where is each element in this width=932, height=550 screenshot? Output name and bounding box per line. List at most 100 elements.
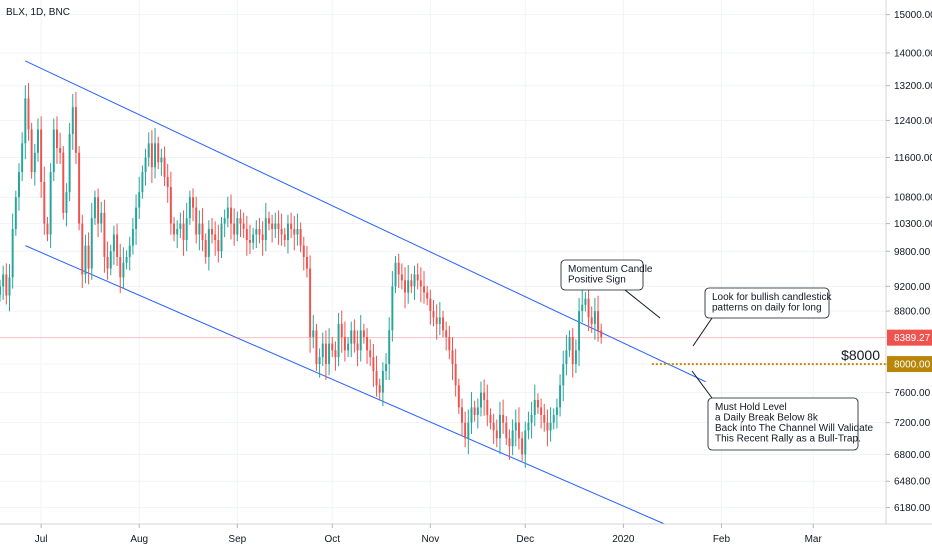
candle-body [508, 438, 511, 447]
candle [182, 210, 185, 256]
candle [160, 148, 163, 176]
x-tick-label: Sep [228, 534, 246, 545]
candle [138, 176, 141, 219]
candle [116, 223, 119, 266]
candle [30, 122, 33, 179]
candle [315, 323, 318, 371]
candle-body [236, 218, 239, 235]
candle [565, 334, 568, 376]
candle-body [255, 229, 258, 235]
candle-body [312, 330, 315, 337]
candle-body [112, 234, 115, 252]
y-tick-label: 9200.00 [894, 282, 931, 293]
candle [106, 241, 109, 280]
candle [112, 225, 115, 265]
candle [385, 353, 388, 381]
candle [590, 306, 593, 333]
candle-body [378, 385, 381, 393]
candle-body [116, 234, 119, 257]
candle-body [448, 336, 451, 351]
candle-body [93, 197, 96, 219]
x-tick-label: Oct [324, 534, 340, 545]
candle-body [78, 152, 81, 224]
candle [264, 202, 267, 252]
candle-body [185, 218, 188, 241]
candle-body [546, 422, 549, 431]
candle [521, 431, 524, 462]
candle [593, 297, 596, 340]
candle-body [141, 172, 144, 193]
candle-body [277, 223, 280, 230]
candle [445, 321, 448, 351]
candle [568, 330, 571, 358]
candle [147, 132, 150, 167]
channel-lower-line[interactable] [25, 245, 665, 525]
candle-body [8, 277, 11, 296]
candle-body [571, 336, 574, 365]
candle-body [366, 336, 369, 351]
y-tick-label: 9800.00 [894, 247, 931, 258]
candle [179, 212, 182, 238]
candle-body [245, 229, 248, 241]
price-axis[interactable]: 15000.00 14000.00 13200.00 12400.00 11600.00… [886, 10, 932, 514]
candle [195, 196, 198, 244]
candle [391, 271, 394, 342]
candle-body [135, 207, 138, 230]
y-tick-label: 6800.00 [894, 450, 931, 461]
candle [84, 234, 87, 284]
candle [549, 407, 552, 442]
candle-body [549, 422, 552, 431]
candle-body [286, 223, 289, 241]
candle-body [461, 407, 463, 423]
support-level-badge [887, 356, 932, 373]
candle-body [454, 364, 457, 386]
candle [372, 343, 375, 387]
current-price-badge [887, 329, 932, 346]
candle-body [160, 157, 163, 163]
candle-body [492, 422, 495, 431]
candle [508, 429, 511, 460]
channel-upper-line[interactable] [25, 60, 706, 383]
candle-body [267, 218, 270, 224]
candle [546, 409, 549, 447]
candle-body [340, 323, 343, 337]
candle-body [248, 240, 251, 243]
candle [578, 297, 581, 367]
candle [524, 421, 527, 468]
candle [81, 214, 84, 288]
y-tick-label: 7600.00 [894, 388, 931, 399]
candle [305, 245, 308, 278]
candle [131, 218, 134, 255]
x-tick-label: 2020 [612, 534, 635, 545]
time-axis[interactable]: Jul Aug Sep Oct Nov Dec 2020 Feb Mar [35, 524, 823, 545]
callout-pointer [691, 370, 713, 399]
candle [18, 163, 20, 211]
candle-body [43, 182, 46, 224]
candle-body [318, 357, 321, 365]
candle [318, 348, 321, 378]
candle-body [536, 399, 539, 408]
candle [185, 202, 188, 252]
candle [533, 384, 536, 427]
candle-body [198, 223, 201, 235]
candle [353, 319, 356, 353]
x-tick-label: Aug [130, 534, 148, 545]
candle-body [483, 392, 486, 400]
lines-layer [25, 60, 706, 525]
candle-body [40, 129, 43, 183]
candle [283, 227, 286, 247]
candle-body [271, 223, 274, 230]
candle [502, 399, 505, 434]
candle-body [188, 197, 191, 219]
candle [267, 211, 270, 231]
candle-body [84, 245, 87, 275]
candle-body [290, 223, 293, 230]
candle [454, 348, 457, 397]
candle-body [36, 129, 39, 153]
candle [489, 408, 492, 430]
candle [71, 93, 74, 150]
candle-body [97, 197, 100, 224]
